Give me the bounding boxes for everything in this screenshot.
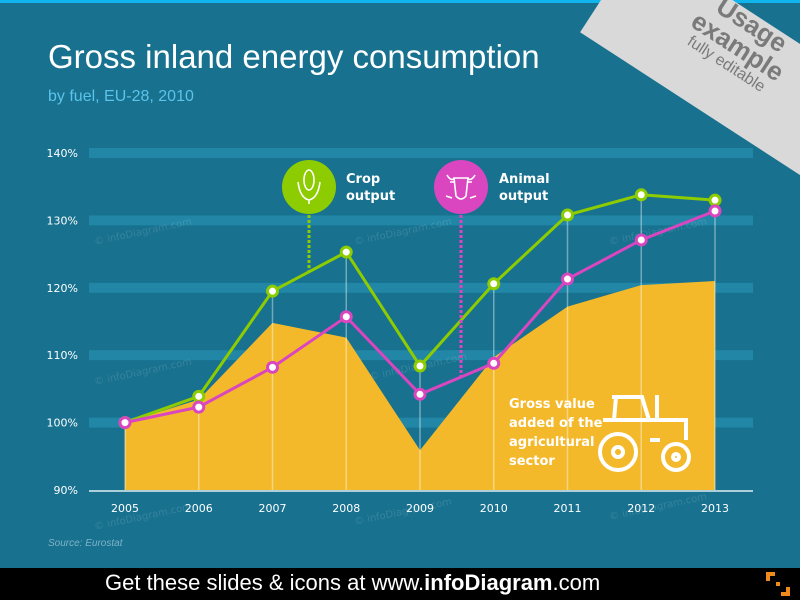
crop-output-point <box>561 208 574 222</box>
tractor-icon <box>598 395 691 472</box>
cow-head <box>445 174 477 200</box>
crop-badge <box>282 160 336 214</box>
grid-band <box>89 148 753 158</box>
gva-label-line: sector <box>509 454 555 469</box>
crop-output-point <box>339 245 353 259</box>
x-tick-label: 2006 <box>185 502 213 515</box>
animal-output-point <box>634 233 648 247</box>
crop-output-point <box>413 359 427 373</box>
cow-icon <box>445 174 477 200</box>
crop-label-line: Crop <box>346 172 381 187</box>
top-accent-line <box>0 0 800 3</box>
x-tick-label: 2008 <box>332 502 360 515</box>
crop-output-point <box>487 277 501 291</box>
tractor-front-wheel <box>661 442 691 472</box>
crop-output-point <box>266 284 279 298</box>
x-tick-label: 2012 <box>627 502 655 515</box>
infodiagram-logo-icon <box>766 572 790 596</box>
animal-label-line: Animal <box>499 172 550 187</box>
x-tick-label: 2007 <box>259 502 287 515</box>
gva-label-line: Gross value <box>509 397 595 412</box>
footer-text: Get these slides & icons at www.infoDiag… <box>105 570 600 596</box>
tractor-body <box>603 395 688 442</box>
crop-output-point <box>708 193 722 207</box>
watermark: © infoDiagram.com <box>93 357 193 388</box>
animal-output-point <box>118 416 132 430</box>
x-tick-label: 2009 <box>406 502 434 515</box>
tractor-rear-wheel <box>598 432 638 472</box>
watermark: © infoDiagram.com <box>93 502 193 533</box>
tractor-front-hub <box>671 452 681 462</box>
grid-band <box>89 282 753 293</box>
grid-band <box>89 417 753 428</box>
animal-output-point <box>708 204 722 218</box>
crop-output-point <box>634 188 648 202</box>
crop-output-point <box>192 389 206 403</box>
watermark: © infoDiagram.com <box>353 497 453 528</box>
page-subtitle: by fuel, EU-28, 2010 <box>48 88 194 105</box>
y-tick-label: 130% <box>47 214 78 227</box>
gva-label: Gross value added of the agricultural secto… <box>509 395 602 471</box>
tractor-rear-hub <box>611 445 625 459</box>
y-tick-label: 110% <box>47 349 78 362</box>
animal-badge <box>434 160 488 214</box>
watermark: © infoDiagram.com <box>608 492 708 523</box>
x-tick-label: 2013 <box>701 502 729 515</box>
y-tick-label: 90% <box>54 484 78 497</box>
grid-band <box>89 350 753 361</box>
animal-output-point <box>413 387 427 401</box>
footer-prefix: Get these slides & icons at www. <box>105 570 425 595</box>
y-tick-label: 100% <box>47 417 78 430</box>
animal-output-label: Animal output <box>499 171 550 205</box>
corn-husk <box>297 181 321 204</box>
y-tick-label: 120% <box>47 282 78 295</box>
footer-banner: Get these slides & icons at www.infoDiag… <box>0 568 800 600</box>
grid-band <box>89 215 753 226</box>
gva-area <box>125 281 715 490</box>
corn-cob <box>303 169 315 191</box>
gva-label-line: agricultural <box>509 435 595 450</box>
animal-output-point <box>339 310 353 324</box>
animal-output-point <box>266 360 279 374</box>
footer-brand: infoDiagram <box>424 570 553 595</box>
x-tick-label: 2010 <box>480 502 508 515</box>
gva-label-line: added of the <box>509 416 603 431</box>
animal-output-point <box>561 272 574 286</box>
animal-output-point <box>487 356 501 370</box>
crop-output-label: Crop output <box>346 171 395 205</box>
crop-label-line: output <box>346 189 396 204</box>
corn-icon <box>297 169 321 204</box>
animal-label-line: output <box>499 189 549 204</box>
y-tick-label: 140% <box>47 147 78 160</box>
source-note: Source: Eurostat <box>48 538 123 549</box>
footer-suffix: .com <box>552 570 601 595</box>
animal-output-point <box>192 400 206 414</box>
x-tick-label: 2005 <box>111 502 139 515</box>
page-title: Gross inland energy consumption <box>48 38 540 75</box>
x-tick-label: 2011 <box>554 502 582 515</box>
